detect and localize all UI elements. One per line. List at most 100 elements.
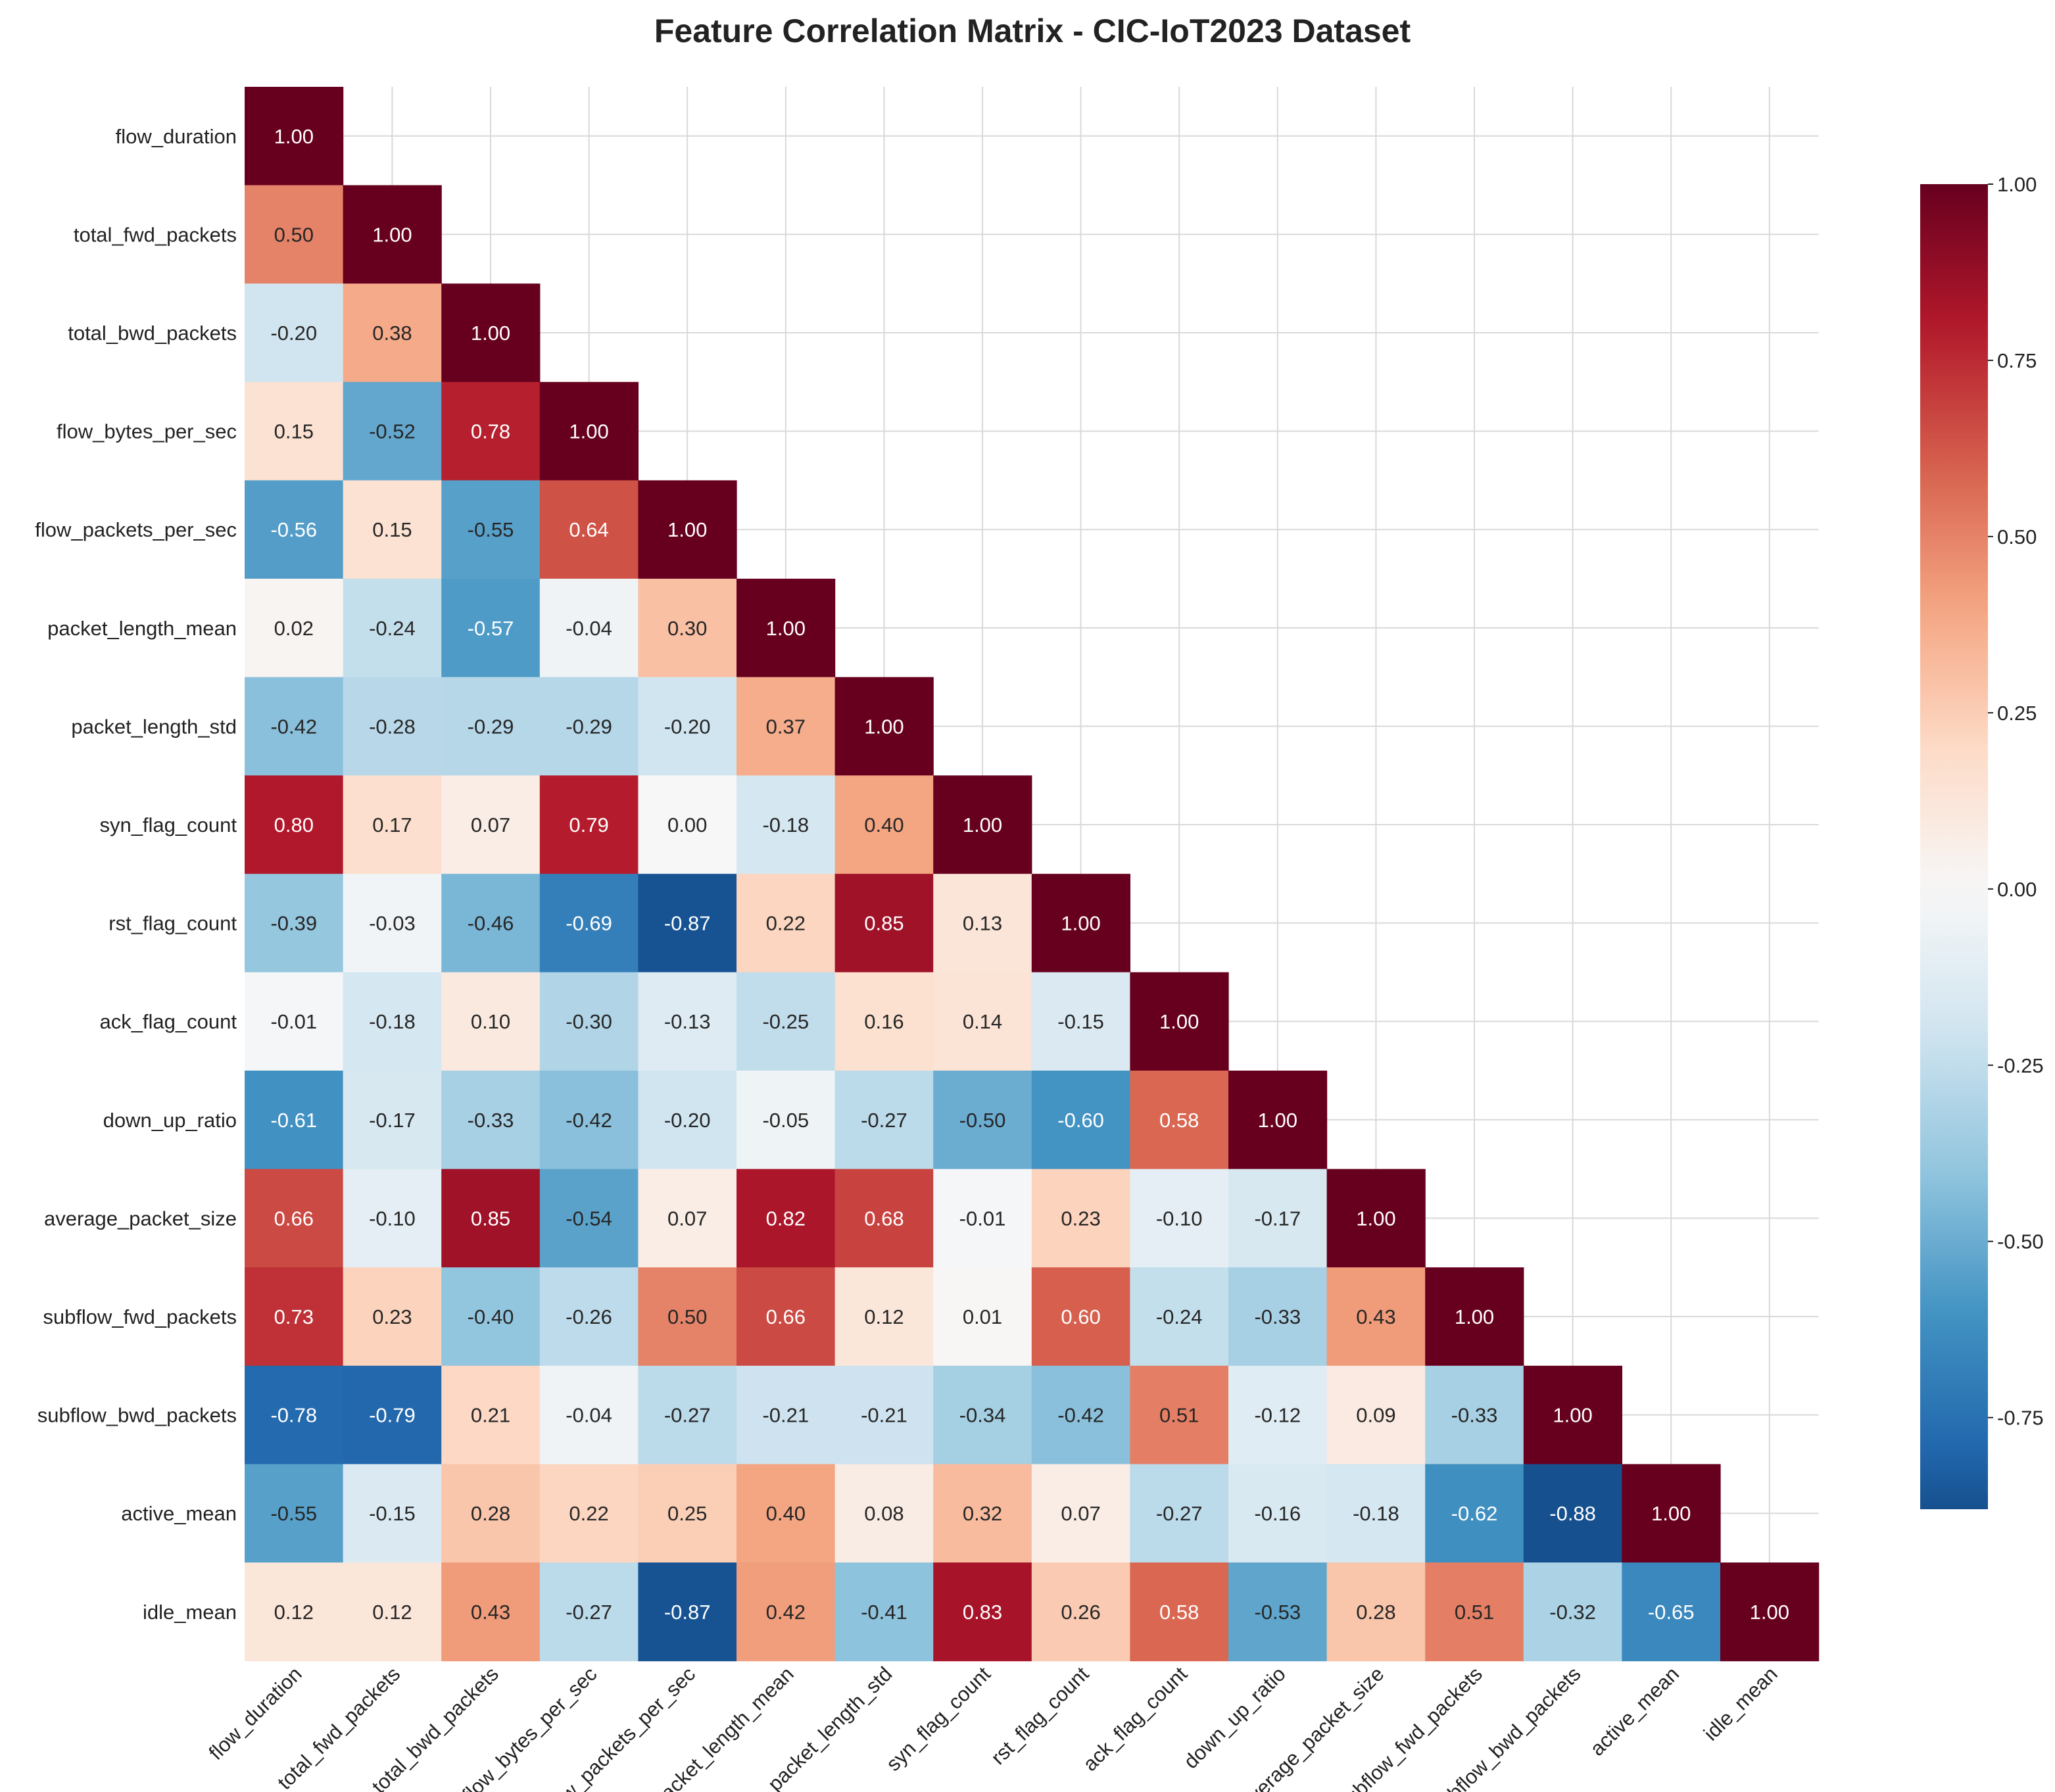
cell-value-label: -0.55 [468, 518, 514, 541]
heatmap-cell [245, 972, 344, 1071]
heatmap-cell [1130, 1267, 1229, 1367]
heatmap-cell [1425, 1464, 1524, 1563]
cell-value-label: -0.27 [566, 1601, 612, 1624]
cell-value-label: -0.26 [566, 1305, 612, 1328]
cell-value-label: -0.20 [664, 715, 711, 738]
cell-value-label: -0.50 [959, 1109, 1006, 1132]
cell-value-label: -0.54 [566, 1207, 612, 1230]
heatmap-cell [1130, 1464, 1229, 1563]
cell-value-label: 0.43 [471, 1601, 510, 1624]
heatmap-cell [1228, 1365, 1328, 1465]
cell-value-label: -0.62 [1451, 1502, 1498, 1525]
heatmap-cell [1622, 1562, 1721, 1662]
colorbar-tick-label: -0.50 [1997, 1230, 2044, 1253]
heatmap-cell [737, 1267, 836, 1367]
cell-value-label: 0.43 [1356, 1305, 1395, 1328]
heatmap-cell [539, 677, 639, 776]
cell-value-label: 0.28 [1356, 1601, 1395, 1624]
cell-value-label: 0.51 [1159, 1404, 1199, 1427]
heatmap-cell [441, 1562, 541, 1662]
cell-value-label: 0.73 [274, 1305, 314, 1328]
cell-value-label: 0.80 [274, 813, 314, 836]
cell-value-label: -0.18 [1353, 1502, 1399, 1525]
heatmap-cell [638, 480, 737, 579]
cell-value-label: 0.30 [667, 617, 707, 640]
heatmap-cell [737, 677, 836, 776]
cell-value-label: 0.17 [372, 813, 412, 836]
x-tick-label: syn_flag_count [882, 1662, 995, 1776]
cell-value-label: 0.79 [569, 813, 608, 836]
heatmap-cell [441, 283, 541, 383]
heatmap-cell [245, 1365, 344, 1465]
cell-value-label: 0.14 [963, 1010, 1002, 1033]
cell-value-label: -0.13 [664, 1010, 711, 1033]
heatmap-cell [1031, 1365, 1130, 1465]
colorbar-tick-label: -0.75 [1997, 1407, 2044, 1430]
cell-value-label: -0.60 [1057, 1109, 1104, 1132]
heatmap-cell [834, 1464, 934, 1563]
cell-value-label: -0.88 [1549, 1502, 1596, 1525]
colorbar-gradient [1920, 184, 1988, 1509]
heatmap-cell [1228, 1464, 1328, 1563]
cell-value-label: 0.10 [471, 1010, 510, 1033]
cell-value-label: 0.64 [569, 518, 608, 541]
cell-value-label: -0.21 [861, 1404, 907, 1427]
cell-value-label: 0.51 [1455, 1601, 1494, 1624]
cell-value-label: 0.13 [963, 912, 1002, 935]
cell-value-label: -0.33 [1451, 1404, 1498, 1427]
heatmap-cell [737, 579, 836, 678]
cell-value-label: -0.79 [369, 1404, 416, 1427]
cell-value-label: 0.28 [471, 1502, 510, 1525]
cell-value-label: -0.27 [1156, 1502, 1203, 1525]
cell-value-label: -0.29 [468, 715, 514, 738]
heatmap-cell [638, 1562, 737, 1662]
heatmap-cell [539, 381, 639, 481]
cell-value-label: 1.00 [1159, 1010, 1199, 1033]
x-axis-labels: flow_durationtotal_fwd_packetstotal_bwd_… [205, 1662, 1782, 1792]
cell-value-label: 0.50 [274, 223, 314, 246]
cell-value-label: 1.00 [864, 715, 904, 738]
heatmap-cell [1523, 1365, 1622, 1465]
heatmap-cell [343, 1464, 442, 1563]
cell-value-label: -0.20 [664, 1109, 711, 1132]
heatmap-cell [1130, 972, 1229, 1071]
heatmap-cells: 1.00 0.50 1.00 -0.20 0.38 1.00 0.15 -0.52 0.78 1.… [245, 87, 1820, 1662]
cell-value-label: -0.42 [1057, 1404, 1104, 1427]
cell-value-label: -0.28 [369, 715, 416, 738]
cell-value-label: -0.24 [369, 617, 416, 640]
cell-value-label: 1.00 [766, 617, 806, 640]
heatmap-cell [245, 480, 344, 579]
cell-value-label: -0.52 [369, 420, 416, 443]
cell-value-label: -0.33 [1254, 1305, 1301, 1328]
x-tick-label: flow_duration [205, 1662, 306, 1764]
heatmap-cell [539, 480, 639, 579]
cell-value-label: 0.16 [864, 1010, 904, 1033]
heatmap-cell [933, 1169, 1032, 1268]
x-tick-label: ack_flag_count [1078, 1662, 1192, 1776]
heatmap-cell [638, 677, 737, 776]
cell-value-label: -0.42 [270, 715, 317, 738]
heatmap-cell [1031, 1562, 1130, 1662]
heatmap-cell [933, 1562, 1032, 1662]
heatmap-cell [441, 1071, 541, 1170]
heatmap-cell [1130, 1562, 1229, 1662]
cell-value-label: 0.83 [963, 1601, 1002, 1624]
cell-value-label: 0.68 [864, 1207, 904, 1230]
y-tick-label: flow_bytes_per_sec [57, 420, 237, 443]
heatmap-cell [1720, 1562, 1820, 1662]
cell-value-label: -0.53 [1254, 1601, 1301, 1624]
colorbar-tick-label: 0.75 [1997, 349, 2037, 372]
heatmap-cell [1130, 1071, 1229, 1170]
heatmap-cell [1326, 1169, 1426, 1268]
heatmap-cell [1523, 1464, 1622, 1563]
heatmap-cell [441, 381, 541, 481]
heatmap-cell [933, 1071, 1032, 1170]
heatmap-cell [638, 873, 737, 973]
cell-value-label: -0.17 [1254, 1207, 1301, 1230]
heatmap-cell [737, 775, 836, 875]
cell-value-label: 0.21 [471, 1404, 510, 1427]
heatmap-cell [441, 1365, 541, 1465]
cell-value-label: -0.12 [1254, 1404, 1301, 1427]
heatmap-cell [1523, 1562, 1622, 1662]
